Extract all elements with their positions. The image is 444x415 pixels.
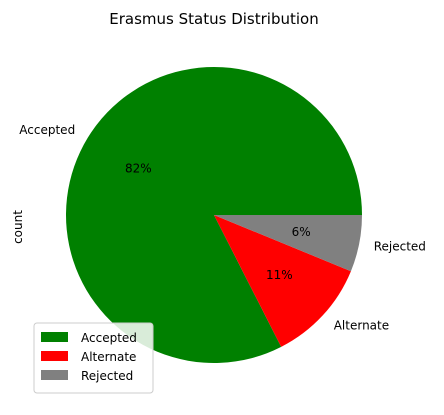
legend-label-alternate: Alternate	[81, 350, 136, 364]
legend: Accepted Alternate Rejected	[33, 322, 154, 394]
legend-swatch-rejected	[41, 370, 68, 380]
percent-label-rejected: 6%	[292, 225, 311, 239]
pie-slice-rejected	[214, 215, 362, 272]
legend-label-accepted: Accepted	[81, 331, 137, 345]
legend-swatch-alternate	[41, 351, 68, 361]
slice-labels: Accepted Alternate Rejected	[19, 123, 426, 332]
legend-label-rejected: Rejected	[81, 369, 133, 383]
percent-label-alternate: 11%	[266, 268, 293, 282]
pie-slice-alternate	[214, 215, 351, 347]
slice-label-alternate: Alternate	[334, 318, 389, 332]
slice-label-rejected: Rejected	[374, 240, 426, 254]
chart-title: Erasmus Status Distribution	[109, 10, 318, 28]
pie-slice-accepted	[66, 67, 363, 364]
legend-swatch-accepted	[41, 332, 68, 342]
pie-slices	[66, 67, 363, 364]
slice-label-accepted: Accepted	[19, 123, 75, 137]
percent-label-accepted: 82%	[125, 162, 152, 176]
percent-labels: 82% 11% 6%	[125, 162, 311, 283]
y-axis-label: count	[11, 210, 25, 244]
